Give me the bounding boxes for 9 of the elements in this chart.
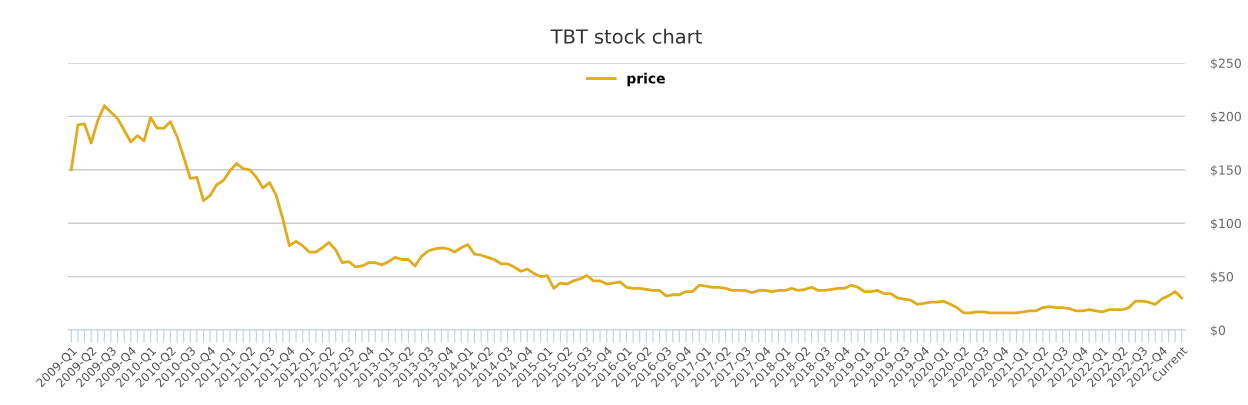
y-tick-label: $50: [1211, 271, 1234, 284]
y-tick-label: $100: [1211, 218, 1241, 230]
y-tick-label: $150: [1211, 165, 1241, 177]
legend-label: price: [627, 72, 665, 87]
y-tick-label: $250: [1211, 58, 1241, 70]
line-series: [69, 104, 1184, 315]
y-tick-label: $200: [1211, 111, 1241, 123]
chart-title: TBT stock chart: [550, 28, 702, 44]
y-tick-label: $0: [1211, 325, 1226, 337]
